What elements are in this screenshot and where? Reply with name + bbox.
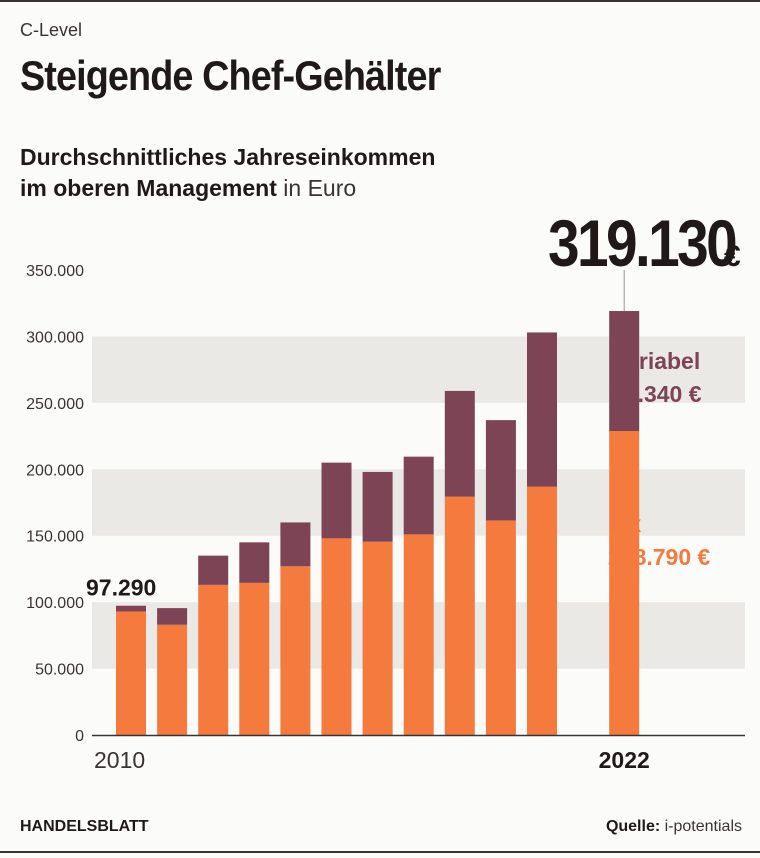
y-tick-label: 200.000	[26, 462, 84, 479]
bar-variabel-2020	[527, 332, 557, 487]
bar-fix-2011	[157, 624, 188, 735]
bar-fix-2012	[198, 584, 229, 735]
bar-fix-2020	[527, 486, 557, 735]
y-tick-label: 50.000	[35, 662, 84, 679]
bar-variabel-2022	[609, 311, 640, 432]
bar-fix-2013	[239, 582, 270, 735]
subtitle-line-2: im oberen Management	[20, 175, 277, 201]
bar-fix-2017	[403, 534, 434, 735]
bar-variabel-2012	[198, 555, 229, 585]
fix-value-label: 228.790 €	[608, 544, 711, 570]
last-total-unit: €	[724, 240, 741, 273]
source-label: Quelle:	[605, 818, 661, 835]
bar-fix-2015	[321, 538, 352, 735]
y-tick-label: 300.000	[26, 329, 84, 346]
chart-title: Steigende Chef-Gehälter	[20, 52, 441, 99]
subtitle-unit: in Euro	[283, 175, 357, 201]
bar-fix-2010	[116, 611, 146, 735]
bar-fix-2018	[444, 496, 475, 735]
x-tick-label-last: 2022	[599, 747, 650, 773]
bar-variabel-2011	[157, 608, 188, 625]
source-value: i-potentials	[664, 818, 742, 835]
bar-variabel-2014	[280, 522, 311, 567]
kicker: C-Level	[20, 20, 83, 40]
bar-fix-2014	[280, 566, 311, 735]
first-total-label: 97.290	[86, 575, 156, 601]
y-tick-label: 350.000	[26, 263, 84, 280]
subtitle-line-1: Durchschnittliches Jahreseinkommen	[20, 144, 436, 170]
bar-variabel-2017	[403, 456, 434, 535]
top-rule	[0, 0, 760, 2]
bottom-rule	[0, 851, 760, 853]
bar-variabel-2019	[485, 420, 516, 521]
bar-variabel-2016	[362, 471, 393, 542]
bar-variabel-2018	[444, 390, 475, 497]
chart-subtitle: Durchschnittliches Jahreseinkommen im ob…	[20, 142, 435, 204]
bar-variabel-2015	[321, 462, 352, 539]
bar-fix-2022	[609, 431, 640, 735]
bar-variabel-2010	[116, 605, 146, 612]
bar-fix-2016	[362, 541, 393, 735]
y-tick-label: 150.000	[26, 529, 84, 546]
variabel-value-label: 90.340 €	[612, 381, 702, 407]
x-tick-label-first: 2010	[94, 747, 145, 773]
bar-variabel-2013	[239, 542, 270, 583]
publisher-logo: HANDELSBLATT	[20, 818, 149, 835]
y-tick-label: 0	[75, 728, 84, 745]
fix-series-label: Fix	[608, 511, 641, 537]
y-tick-label: 100.000	[26, 595, 84, 612]
variabel-series-label: Variabel	[612, 348, 700, 374]
source-note: Quelle: i-potentials	[606, 818, 742, 836]
bar-fix-2019	[485, 520, 516, 735]
stacked-bar-chart: 0 50.000 100.000 150.000 200.000 250.000 300.0…	[26, 207, 745, 773]
y-tick-label: 250.000	[26, 396, 84, 413]
last-total-label: 319.130	[548, 207, 736, 281]
